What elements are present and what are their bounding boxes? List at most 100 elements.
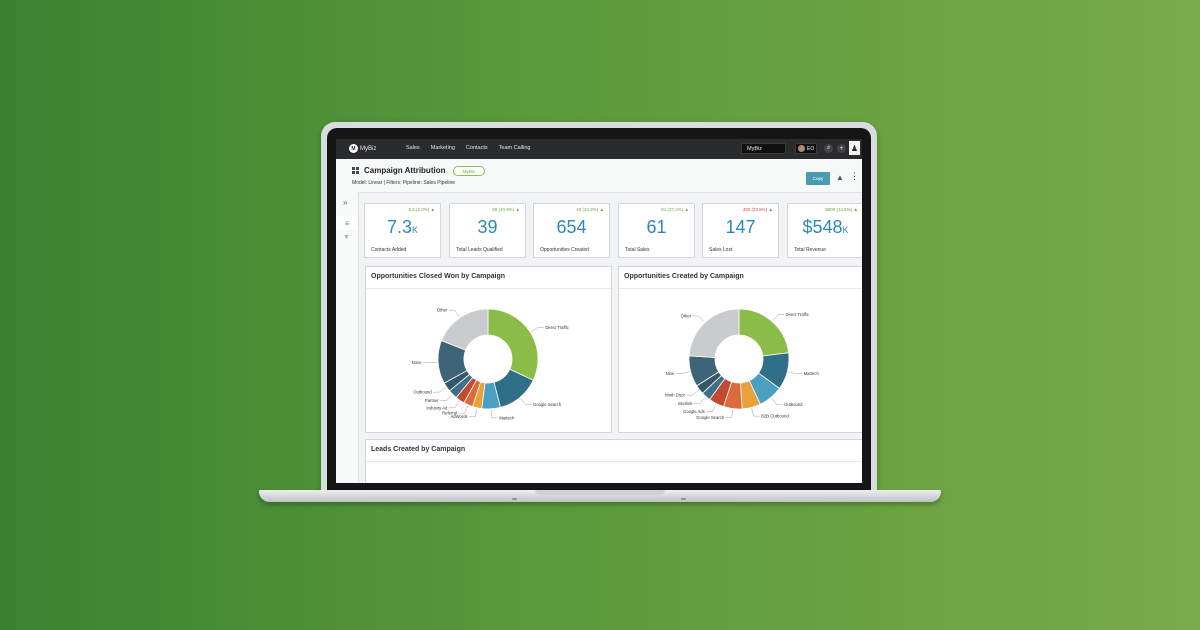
notification-icon[interactable]: ♟ — [849, 141, 860, 155]
laptop-foot — [681, 498, 686, 500]
slice-leader-line — [458, 405, 468, 414]
kpi-value: $548K — [802, 217, 849, 237]
slice-leader-line — [675, 371, 690, 374]
slice-label: AdWords — [450, 414, 467, 419]
slice-leader-line — [448, 310, 460, 317]
kpi-label: Contacts Added — [371, 247, 407, 253]
left-toolbar: » ≡ ▼ — [336, 192, 359, 483]
divider — [366, 461, 862, 462]
donut-slice[interactable] — [688, 308, 740, 358]
slice-leader-line — [469, 408, 478, 417]
donut-chart-created: Direct Traffic Martech Outbound B2B Outboun… — [665, 308, 820, 420]
page-header: Campaign Attribution MyBiz Model: Linear… — [336, 159, 862, 193]
slice-leader-line — [448, 401, 460, 408]
chart-panel-created: Opportunities Created by Campaign Direct… — [618, 266, 862, 433]
kpi-label: Sales Lost — [709, 247, 733, 253]
app-screen: M MyBiz Sales Marketing Contacts Team Ca… — [336, 139, 862, 483]
list-icon[interactable]: ≡ — [336, 216, 358, 230]
main-menu: Sales Marketing Contacts Team Calling — [406, 145, 530, 151]
logo-text: MyBiz — [360, 145, 377, 152]
divider — [366, 288, 611, 289]
more-options-icon[interactable]: ⋮ — [850, 171, 859, 181]
kpi-change: 89 (40.9%) ▲ — [492, 207, 520, 212]
copy-button[interactable]: Copy — [806, 172, 830, 185]
account-badge: MyBiz — [453, 166, 485, 176]
slice-label: Ninth Door — [665, 393, 686, 398]
kpi-card[interactable]: 400 (23.8%) ▲ 147 Sales Lost — [702, 203, 779, 258]
laptop-bezel: M MyBiz Sales Marketing Contacts Team Ca… — [327, 128, 871, 494]
kpi-card[interactable]: 89 (40.9%) ▲ 39 Total Leads Qualified — [449, 203, 526, 258]
slice-leader-line — [692, 315, 705, 322]
menu-team-calling[interactable]: Team Calling — [498, 145, 531, 151]
kpi-change: 40 (24.3%) ▲ — [576, 207, 604, 212]
kpi-label: Total Sales — [625, 247, 650, 253]
panel-title: Opportunities Created by Campaign — [624, 273, 744, 280]
donut-slice[interactable] — [440, 308, 489, 351]
account-name: MyBiz — [747, 145, 762, 152]
expand-icon[interactable]: » — [343, 198, 348, 207]
kpi-value: 654 — [556, 217, 587, 237]
app-logo[interactable]: M MyBiz — [349, 144, 376, 153]
rocket-icon[interactable]: ▲ — [836, 173, 844, 182]
slice-label: Industry Ad — [426, 405, 448, 410]
slice-leader-line — [725, 409, 733, 418]
donut-slice[interactable] — [487, 308, 539, 381]
kpi-value: 39 — [477, 217, 498, 237]
slice-label: Google Search — [533, 402, 562, 407]
panel-title: Leads Created by Campaign — [371, 446, 466, 453]
slice-leader-line — [433, 387, 446, 393]
slice-label: Martech — [804, 371, 820, 376]
slice-leader-line — [771, 398, 783, 405]
slice-leader-line — [706, 404, 717, 412]
kpi-card[interactable]: 40 (24.3%) ▲ 654 Opportunities Created — [533, 203, 610, 258]
chart-panel-leads: Leads Created by Campaign — [365, 439, 862, 483]
slice-label: Google Search — [696, 415, 725, 420]
kpi-value: 147 — [725, 217, 756, 237]
slice-leader-line — [440, 394, 453, 401]
menu-sales[interactable]: Sales — [406, 145, 420, 151]
logo-icon: M — [349, 144, 358, 153]
search-icon[interactable]: ⌕ — [824, 144, 833, 153]
slice-leader-line — [788, 371, 803, 374]
slice-label: Direct Traffic — [545, 325, 568, 330]
slice-leader-line — [693, 397, 706, 404]
donut-chart-closed-won: Direct Traffic Google Search Martech AdWord… — [412, 308, 569, 421]
filter-icon[interactable]: ▼ — [343, 234, 350, 241]
laptop-lid: M MyBiz Sales Marketing Contacts Team Ca… — [321, 122, 877, 494]
kpi-value: 61 — [646, 217, 667, 237]
kpi-label: Total Revenue — [794, 247, 826, 253]
slice-leader-line — [751, 408, 760, 417]
add-icon[interactable]: + — [837, 144, 846, 153]
slice-leader-line — [686, 390, 699, 396]
donut-slice[interactable] — [738, 308, 790, 357]
slice-label: Partner — [425, 398, 439, 403]
kpi-card[interactable]: 6.5 (2.0%) ▲ 7.3K Contacts Added — [364, 203, 441, 258]
slice-label: Nine — [666, 371, 675, 376]
menu-contacts[interactable]: Contacts — [465, 145, 488, 151]
laptop-foot — [512, 498, 517, 500]
avatar — [798, 145, 805, 152]
kpi-card[interactable]: $900 (24.5%) ▲ $548K Total Revenue — [787, 203, 862, 258]
slice-label: Direct Traffic — [786, 312, 809, 317]
top-nav: M MyBiz Sales Marketing Contacts Team Ca… — [336, 139, 862, 159]
slice-label: Referral — [442, 411, 457, 416]
panel-title: Opportunities Closed Won by Campaign — [371, 273, 506, 280]
slice-leader-line — [772, 314, 785, 321]
page-title: Campaign Attribution — [364, 166, 446, 175]
slice-leader-line — [530, 327, 544, 332]
chart-panel-closed-won: Opportunities Closed Won by Campaign Dir… — [365, 266, 612, 433]
kpi-change: 91 (27.4%) ▲ — [661, 207, 689, 212]
user-initials: EO — [807, 145, 815, 152]
kpi-label: Opportunities Created — [540, 247, 589, 253]
slice-label: Other — [681, 313, 692, 318]
kpi-card[interactable]: 91 (27.4%) ▲ 61 Total Sales — [618, 203, 695, 258]
divider — [619, 288, 862, 289]
slice-leader-line — [520, 398, 532, 405]
menu-marketing[interactable]: Marketing — [430, 145, 455, 151]
user-menu[interactable]: EO — [795, 143, 817, 154]
kpi-change: $900 (24.5%) ▲ — [825, 207, 858, 212]
slice-leader-line — [491, 409, 498, 419]
account-switcher[interactable]: MyBiz — [741, 143, 786, 154]
slice-label: Interlink — [678, 401, 694, 406]
laptop-notch — [535, 490, 665, 495]
